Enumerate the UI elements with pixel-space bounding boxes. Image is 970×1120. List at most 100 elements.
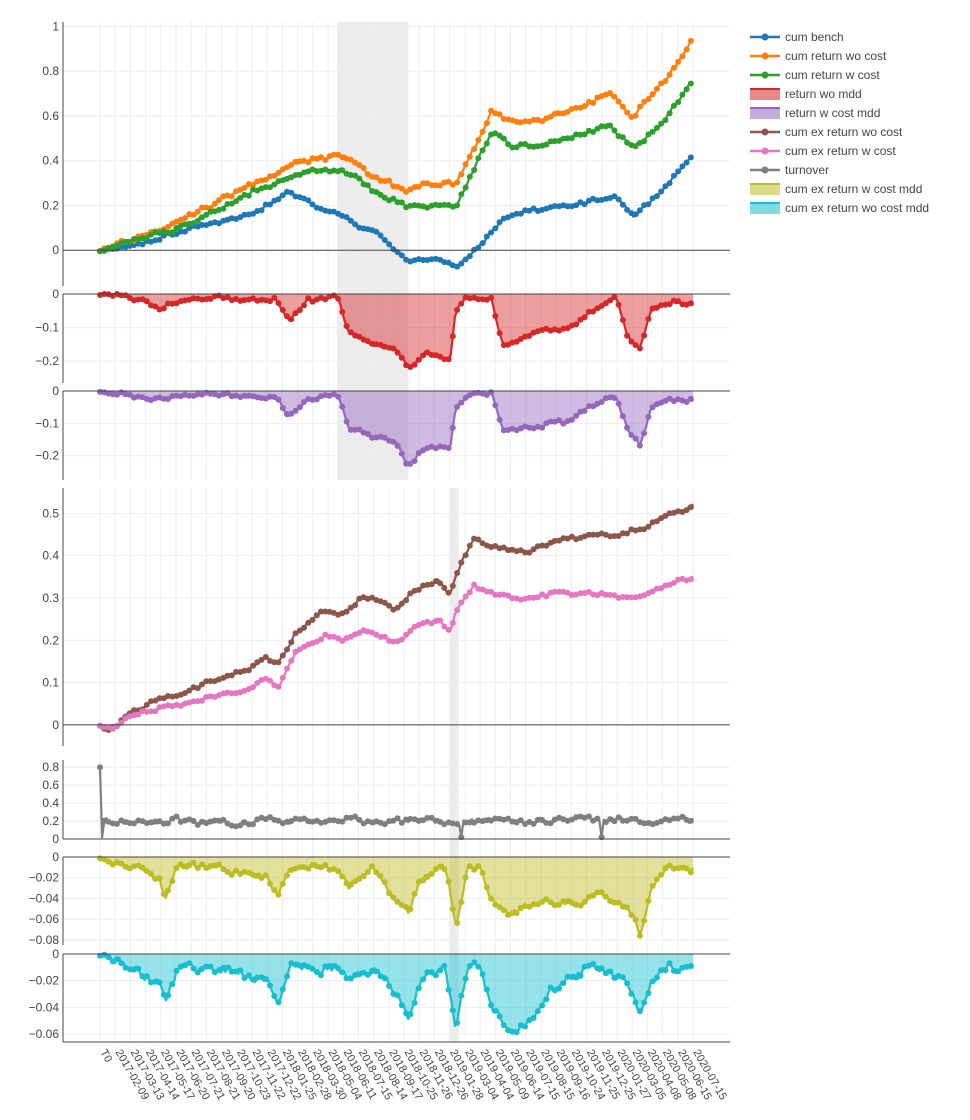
data-point [573,104,580,111]
data-point [568,135,575,142]
data-point [194,217,201,224]
series-markers-cum-ex-return-w-cost [97,575,694,732]
data-point [543,593,550,600]
legend-item-cum-ex-return-wo-cost[interactable]: cum ex return wo cost [750,125,903,139]
legend-item-cum-return-wo-cost[interactable]: cum return wo cost [750,49,887,63]
data-point [279,192,286,199]
data-point [483,233,490,240]
y-tick-label: 0.8 [42,64,59,78]
data-point [479,870,486,876]
data-point [148,708,154,715]
data-point [186,687,193,694]
legend-item-return-w-cost-mdd[interactable]: return w cost mdd [750,106,880,120]
data-point [500,1022,507,1029]
data-point [462,552,469,559]
data-point [547,820,554,827]
data-point [670,64,677,71]
data-point [305,865,312,872]
data-point [135,711,142,718]
legend-item-cum-return-w-cost[interactable]: cum return w cost [750,68,880,82]
data-point [471,167,478,173]
data-point [641,820,648,827]
data-point [543,542,550,549]
series-area-return-wo-mdd [100,294,693,367]
data-point [466,542,473,549]
data-point [224,201,231,207]
data-point [679,53,686,60]
data-point [466,589,473,596]
data-point [449,906,456,912]
data-point [624,594,631,601]
data-point [318,608,324,615]
data-point [118,719,125,726]
data-point [500,342,507,349]
legend[interactable]: cum bench cum return wo cost cum return w … [750,30,929,215]
data-point [356,426,363,433]
legend-item-cum-ex-return-w-cost[interactable]: cum ex return w cost [750,144,896,158]
data-point [373,968,380,975]
data-point [245,192,252,199]
data-point [275,196,282,203]
data-point [517,210,524,217]
data-point [190,698,197,705]
data-point [352,172,359,179]
data-point [292,158,299,165]
data-point [530,116,537,123]
data-point [573,321,580,328]
data-point [615,533,622,539]
data-point [462,819,469,826]
data-point [262,201,269,208]
data-point [675,298,682,305]
data-point [458,599,465,606]
data-point [220,816,227,823]
data-point [687,300,694,307]
y-tick-label: −0.1 [35,321,59,335]
data-point [347,975,354,982]
data-point [394,442,401,449]
data-point [288,657,295,664]
legend-item-cum-ex-return-w-cost-mdd[interactable]: cum ex return w cost mdd [750,182,922,196]
legend-item-cum-bench[interactable]: cum bench [750,30,844,44]
data-point [407,628,414,634]
data-point [492,591,499,598]
data-point [466,253,473,260]
data-point [233,198,239,205]
data-point [284,872,290,879]
data-point [649,978,656,985]
data-point [424,814,431,821]
data-point [683,865,690,872]
data-point [305,159,312,166]
data-point [347,881,354,888]
data-point [445,589,452,596]
data-point [398,199,405,206]
data-point [207,295,214,302]
data-point [377,232,384,239]
data-point [687,963,694,969]
data-point [509,144,516,151]
legend-item-return-wo-mdd[interactable]: return wo mdd [750,87,862,101]
data-point [194,685,201,692]
legend-item-cum-ex-return-wo-cost-mdd[interactable]: cum ex return wo cost mdd [750,201,929,215]
data-point [194,208,201,215]
legend-swatch-marker [761,71,769,79]
data-point [454,920,461,926]
data-point [97,764,103,771]
data-point [190,295,197,302]
legend-item-turnover[interactable]: turnover [750,163,829,177]
y-tick-label: 0 [52,947,59,961]
data-point [653,124,660,131]
data-point [522,549,529,556]
data-point [267,982,273,989]
data-point [687,576,694,583]
y-tick-label: −0.04 [29,1000,60,1014]
data-point [156,979,163,986]
data-point [449,582,456,589]
data-point [352,602,359,609]
data-point [573,131,580,138]
data-point [619,103,626,110]
data-point [658,188,665,195]
data-point [687,817,694,824]
data-point [275,396,282,403]
data-point [492,402,499,409]
data-point [173,967,180,974]
